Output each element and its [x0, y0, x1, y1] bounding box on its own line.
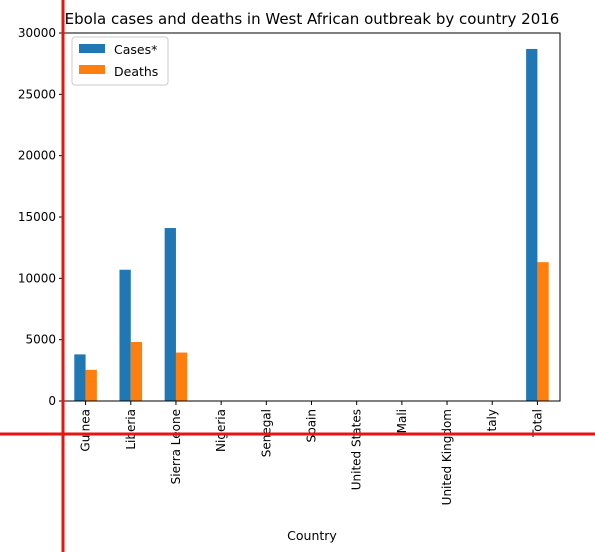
- legend-label-cases: Cases*: [114, 42, 157, 57]
- chart-title: Ebola cases and deaths in West African o…: [65, 10, 560, 28]
- plot-area: 0 5000 10000 15000 20000 25000 30000 Guinea Libe…: [18, 26, 561, 505]
- x-tick-label-spain: Spain: [305, 409, 319, 443]
- x-tick-label-guinea: Guinea: [79, 409, 93, 452]
- x-tick-label-united-states: United States: [350, 409, 364, 490]
- x-tick-label-liberia: Liberia: [124, 409, 138, 450]
- y-tick-label-25000: 25000: [18, 87, 56, 101]
- bar-cases-guinea: [74, 354, 86, 401]
- y-tick-label-0: 0: [48, 394, 56, 408]
- bar-cases-liberia: [119, 269, 131, 401]
- y-tick-label-20000: 20000: [18, 149, 56, 163]
- x-axis-label: Country: [287, 528, 337, 543]
- x-tick-label-total: Total: [530, 409, 544, 438]
- x-tick-label-mali: Mali: [395, 409, 409, 433]
- y-tick-label-5000: 5000: [25, 333, 56, 347]
- bar-deaths-sierra-leone: [175, 352, 188, 401]
- y-tick-label-15000: 15000: [18, 210, 56, 224]
- legend-swatch-cases: [79, 44, 105, 53]
- legend-swatch-deaths: [79, 65, 105, 74]
- bar-cases-sierra-leone: [164, 228, 176, 401]
- bar-cases-total: [526, 48, 538, 402]
- x-tick-label-united-kingdom: United Kingdom: [440, 409, 454, 505]
- bar-deaths-total: [537, 262, 549, 401]
- x-tick-label-italy: Italy: [485, 409, 499, 435]
- y-tick-label-10000: 10000: [18, 271, 56, 285]
- x-tick-label-sierra-leone: Sierra Leone: [169, 409, 183, 484]
- legend-label-deaths: Deaths: [114, 64, 158, 79]
- bar-deaths-liberia: [130, 341, 143, 401]
- legend: Cases* Deaths: [71, 36, 169, 86]
- x-tick-label-nigeria: Nigeria: [214, 409, 228, 452]
- y-tick-label-30000: 30000: [18, 26, 56, 40]
- bar-deaths-guinea: [85, 369, 97, 401]
